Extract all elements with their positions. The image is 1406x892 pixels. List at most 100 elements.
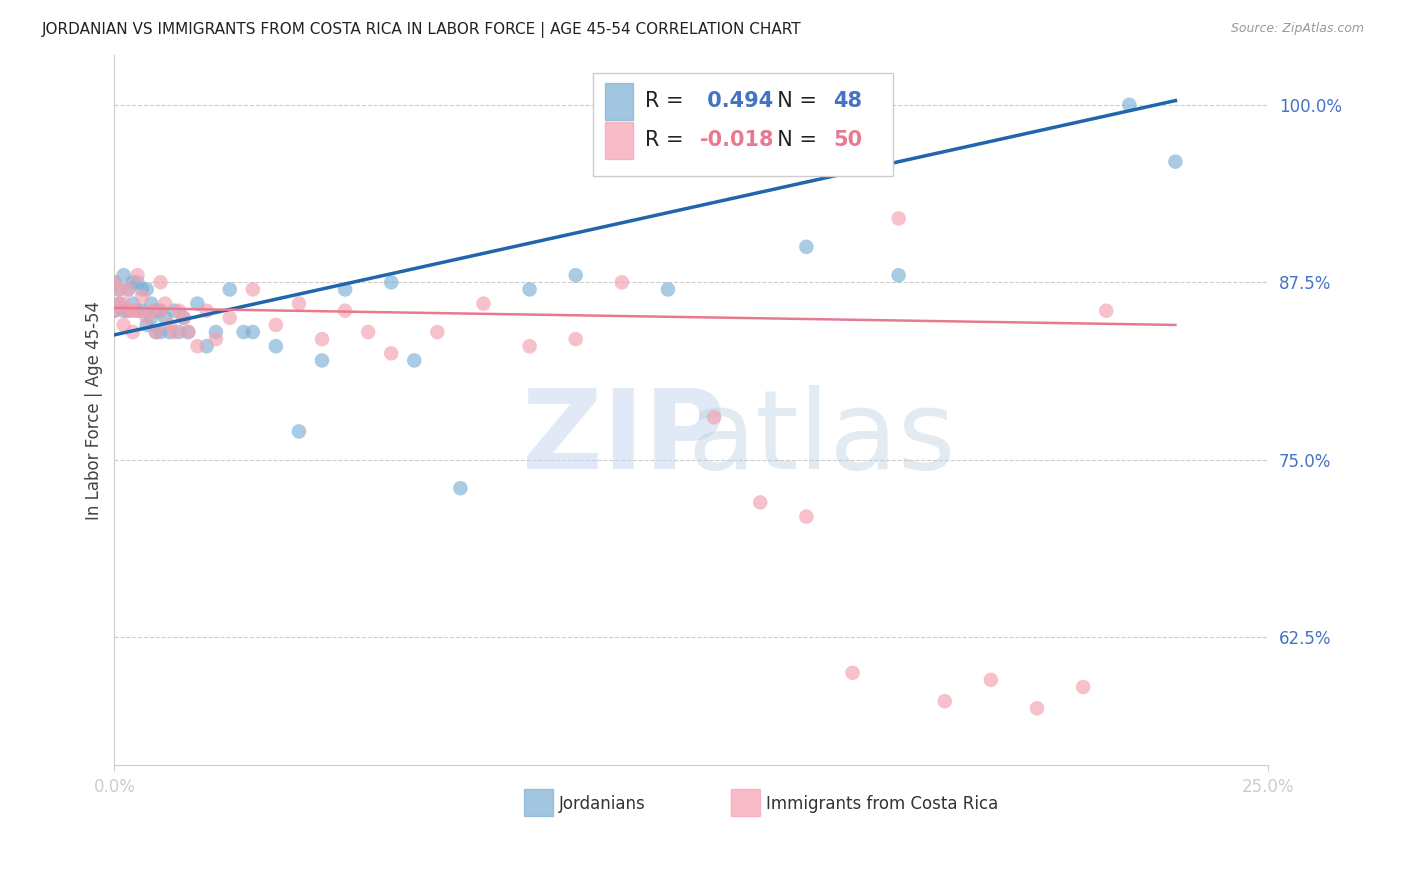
Point [103,303,125,318]
Text: JORDANIAN VS IMMIGRANTS FROM COSTA RICA IN LABOR FORCE | AGE 45-54 CORRELATION C: JORDANIAN VS IMMIGRANTS FROM COSTA RICA … [42,22,801,38]
Text: Jordanians: Jordanians [558,795,645,814]
Point [103,276,125,290]
Point [117,303,139,318]
Point [127,276,149,290]
Point [380,346,402,360]
FancyBboxPatch shape [731,789,761,816]
Point [117,303,139,318]
Point [112,318,135,332]
Point [218,310,240,325]
Point [357,325,380,339]
Point [131,289,153,303]
Y-axis label: In Labor Force | Age 45-54: In Labor Force | Age 45-54 [86,301,103,520]
Point [564,268,586,283]
Text: Immigrants from Costa Rica: Immigrants from Costa Rica [766,795,998,814]
Point [887,211,910,226]
Point [108,282,131,296]
Point [333,282,356,296]
Point [242,325,264,339]
FancyBboxPatch shape [524,789,553,816]
Text: ZIP: ZIP [522,385,725,492]
Point [163,325,186,339]
Point [149,303,172,318]
Point [1164,154,1187,169]
Point [311,353,333,368]
Point [288,425,311,439]
Point [841,665,863,680]
Point [108,296,131,310]
Point [173,310,195,325]
Point [519,282,541,296]
Point [311,332,333,346]
Text: -0.018: -0.018 [700,130,775,151]
Point [173,310,195,325]
Point [887,268,910,283]
Point [163,303,186,318]
Point [135,282,157,296]
FancyBboxPatch shape [605,122,633,159]
Point [117,282,139,296]
Point [177,325,200,339]
Point [796,240,818,254]
Text: 48: 48 [832,91,862,112]
Point [472,296,495,310]
Text: 0.494: 0.494 [700,91,773,112]
Point [264,318,287,332]
Point [519,339,541,353]
Point [145,325,167,339]
Point [564,332,586,346]
Point [159,325,181,339]
Point [1118,98,1140,112]
Point [108,282,131,296]
Point [141,303,163,318]
Point [135,318,157,332]
Point [127,303,149,318]
Point [149,276,172,290]
Point [159,318,181,332]
Text: 50: 50 [832,130,862,151]
Text: N =: N = [763,91,824,112]
Text: N =: N = [763,130,824,151]
Point [177,325,200,339]
Point [205,325,228,339]
Point [333,303,356,318]
Point [380,276,402,290]
Point [264,339,287,353]
Point [232,325,254,339]
Point [131,282,153,296]
Point [112,303,135,318]
Point [103,303,125,318]
Point [145,325,167,339]
Point [141,310,163,325]
Point [121,296,143,310]
Point [703,410,725,425]
Point [186,296,208,310]
Point [167,325,190,339]
Point [195,303,218,318]
Point [218,282,240,296]
Point [103,276,125,290]
Point [153,310,176,325]
Point [121,303,143,318]
Text: R =: R = [645,91,690,112]
Point [145,303,167,318]
Point [449,481,471,495]
Point [127,268,149,283]
Point [934,694,956,708]
Point [108,296,131,310]
Point [135,310,157,325]
Point [149,325,172,339]
Point [205,332,228,346]
Text: Source: ZipAtlas.com: Source: ZipAtlas.com [1230,22,1364,36]
Point [242,282,264,296]
Point [1095,303,1118,318]
Point [610,276,633,290]
Point [404,353,426,368]
Point [121,276,143,290]
Point [167,303,190,318]
Point [127,303,149,318]
Text: R =: R = [645,130,690,151]
Point [1026,701,1049,715]
Point [149,303,172,318]
Point [426,325,449,339]
